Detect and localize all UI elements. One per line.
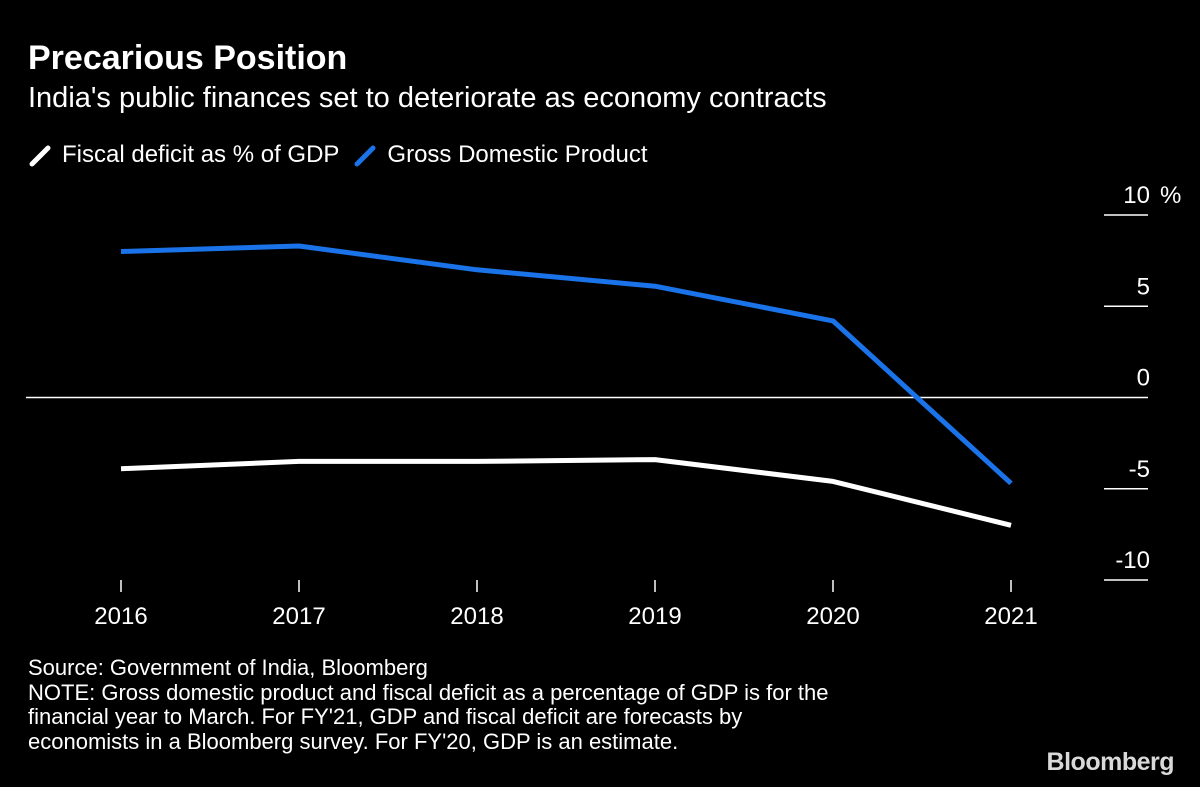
y-tick-label--10: -10 [1115, 547, 1150, 574]
chart-footer: Source: Government of India, Bloomberg N… [28, 655, 1008, 754]
legend-label-gdp: Gross Domestic Product [387, 141, 648, 168]
note-line-3: economists in a Bloomberg survey. For FY… [28, 728, 679, 754]
x-tick-label-2020: 2020 [806, 603, 859, 630]
x-tick-label-2018: 2018 [450, 603, 503, 630]
x-tick-label-2019: 2019 [628, 603, 681, 630]
x-tick-label-2021: 2021 [984, 603, 1037, 630]
x-tick-label-2017: 2017 [272, 603, 325, 630]
legend-swatch-gdp [353, 142, 379, 168]
series-line-gdp [120, 243, 1013, 486]
bloomberg-logo: Bloomberg [1046, 748, 1175, 776]
chart-title: Precarious Position [28, 39, 348, 77]
note-line-2: financial year to March. For FY'21, GDP … [28, 704, 743, 729]
legend-label-fiscal-deficit: Fiscal deficit as % of GDP [62, 141, 340, 168]
note-line-1: NOTE: Gross domestic product and fiscal … [28, 679, 829, 705]
legend-item-gdp: Gross Domestic Product [353, 141, 648, 169]
y-tick-label-5: 5 [1137, 273, 1150, 300]
y-tick-label--5: -5 [1129, 456, 1150, 483]
y-tick-label-0: 0 [1137, 365, 1150, 392]
legend-swatch-fiscal-deficit [28, 142, 54, 168]
legend-item-fiscal-deficit: Fiscal deficit as % of GDP [28, 141, 339, 169]
x-tick-label-2016: 2016 [94, 603, 147, 630]
chart-subtitle: India's public finances set to deteriora… [28, 82, 827, 114]
source-note: Source: Government of India, Bloomberg [28, 655, 428, 680]
y-unit-label: % [1160, 182, 1181, 209]
chart-legend: Fiscal deficit as % of GDP Gross Domesti… [28, 138, 662, 172]
y-tick-label-10: 10 [1123, 182, 1150, 209]
series-line-fiscal-deficit [120, 457, 1012, 528]
line-chart: 10 5 0 -5 -10% 2016 2017 2018 2019 2020 2021 [26, 182, 1181, 630]
